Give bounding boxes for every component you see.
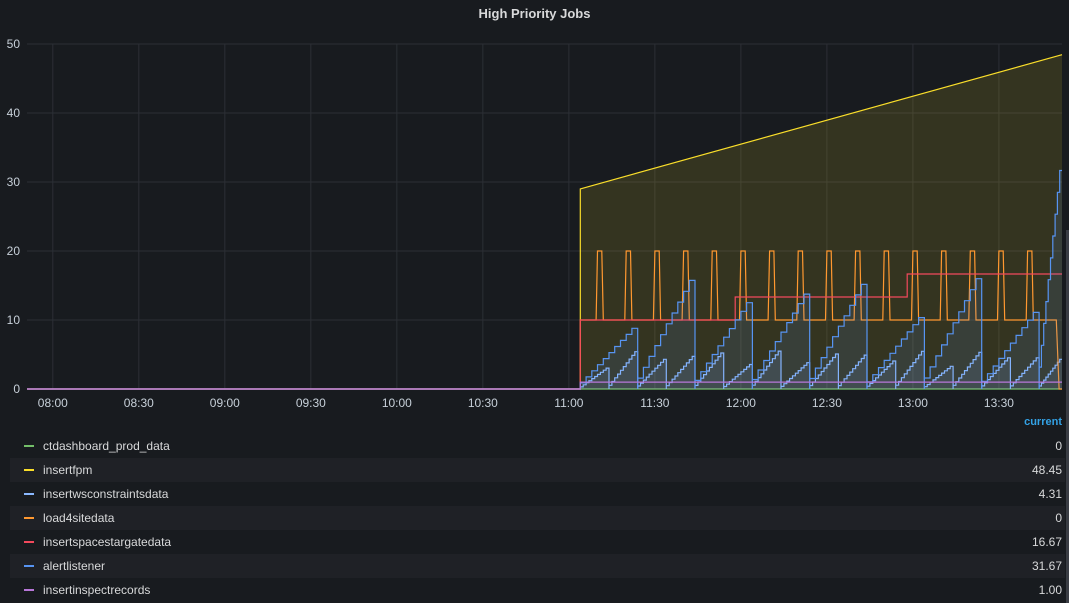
legend-series-name: insertspacestargatedata <box>43 535 172 549</box>
x-tick-label: 10:30 <box>468 396 498 410</box>
legend-series-name: ctdashboard_prod_data <box>43 439 170 453</box>
legend-item[interactable]: insertspacestargatedata 16.67 <box>10 530 1065 554</box>
legend: current ctdashboard_prod_data 0 insertfpm 4… <box>10 416 1065 602</box>
legend-swatch <box>24 517 34 519</box>
legend-item[interactable]: insertfpm 48.45 <box>10 458 1065 482</box>
legend-item[interactable]: insertinspectrecords 1.00 <box>10 578 1065 602</box>
series-area-insertwsconstraintsdata <box>27 351 1062 389</box>
y-tick-label: 40 <box>7 106 21 120</box>
grid <box>27 43 1062 390</box>
legend-series-name: insertinspectrecords <box>43 583 151 597</box>
legend-current-value: 48.45 <box>1031 463 1062 477</box>
y-tick-label: 30 <box>7 175 21 189</box>
series-area-alertlistener <box>27 170 1062 389</box>
legend-item[interactable]: alertlistener 31.67 <box>10 554 1065 578</box>
y-tick-label: 20 <box>7 244 21 258</box>
series-line-load4sitedata[interactable] <box>27 250 1062 390</box>
series-layer <box>27 54 1063 390</box>
legend-column-current[interactable]: current <box>1024 416 1062 428</box>
legend-series-name: insertfpm <box>43 463 93 477</box>
x-tick-label: 13:30 <box>984 396 1014 410</box>
legend-item[interactable]: ctdashboard_prod_data 0 <box>10 434 1065 458</box>
axes: 0 10 20 30 40 50 08:00 08:30 09:00 09:30 10:00 10:3… <box>7 37 1015 410</box>
x-tick-label: 08:30 <box>124 396 154 410</box>
series-line-insertwsconstraintsdata[interactable] <box>27 350 1062 390</box>
time-series-chart[interactable]: 0 10 20 30 40 50 08:00 08:30 09:00 09:30 10:00 10:3… <box>0 28 1069 418</box>
series-line-insertinspectrecords[interactable] <box>27 381 1062 390</box>
legend-current-value: 0 <box>1055 439 1062 453</box>
x-tick-label: 13:00 <box>898 396 928 410</box>
scrollbar[interactable] <box>1066 230 1069 603</box>
y-tick-label: 10 <box>7 313 21 327</box>
x-tick-label: 08:00 <box>38 396 68 410</box>
legend-current-value: 1.00 <box>1038 583 1062 597</box>
series-line-insertspacestargatedata[interactable] <box>27 273 1062 390</box>
x-tick-label: 09:00 <box>210 396 240 410</box>
legend-series-name: alertlistener <box>43 559 106 573</box>
x-tick-label: 12:30 <box>812 396 842 410</box>
legend-swatch <box>24 469 34 471</box>
x-tick-label: 10:00 <box>382 396 412 410</box>
legend-swatch <box>24 541 34 543</box>
legend-swatch <box>24 565 34 567</box>
y-tick-label: 0 <box>13 382 20 396</box>
legend-current-value: 31.67 <box>1031 559 1062 573</box>
x-tick-label: 11:30 <box>640 396 669 410</box>
x-tick-label: 12:00 <box>726 396 756 410</box>
legend-item[interactable]: insertwsconstraintsdata 4.31 <box>10 482 1065 506</box>
x-tick-label: 11:00 <box>554 396 583 410</box>
legend-swatch <box>24 589 34 591</box>
legend-swatch <box>24 445 34 447</box>
legend-swatch <box>24 493 34 495</box>
x-tick-label: 09:30 <box>296 396 326 410</box>
legend-series-name: load4sitedata <box>43 511 115 525</box>
legend-series-name: insertwsconstraintsdata <box>43 487 169 501</box>
y-tick-label: 50 <box>7 37 21 51</box>
panel-title[interactable]: High Priority Jobs <box>478 6 591 21</box>
legend-current-value: 4.31 <box>1038 487 1062 501</box>
legend-current-value: 0 <box>1055 511 1062 525</box>
series-line-alertlistener[interactable] <box>27 169 1062 390</box>
legend-item[interactable]: load4sitedata 0 <box>10 506 1065 530</box>
legend-current-value: 16.67 <box>1031 535 1062 549</box>
